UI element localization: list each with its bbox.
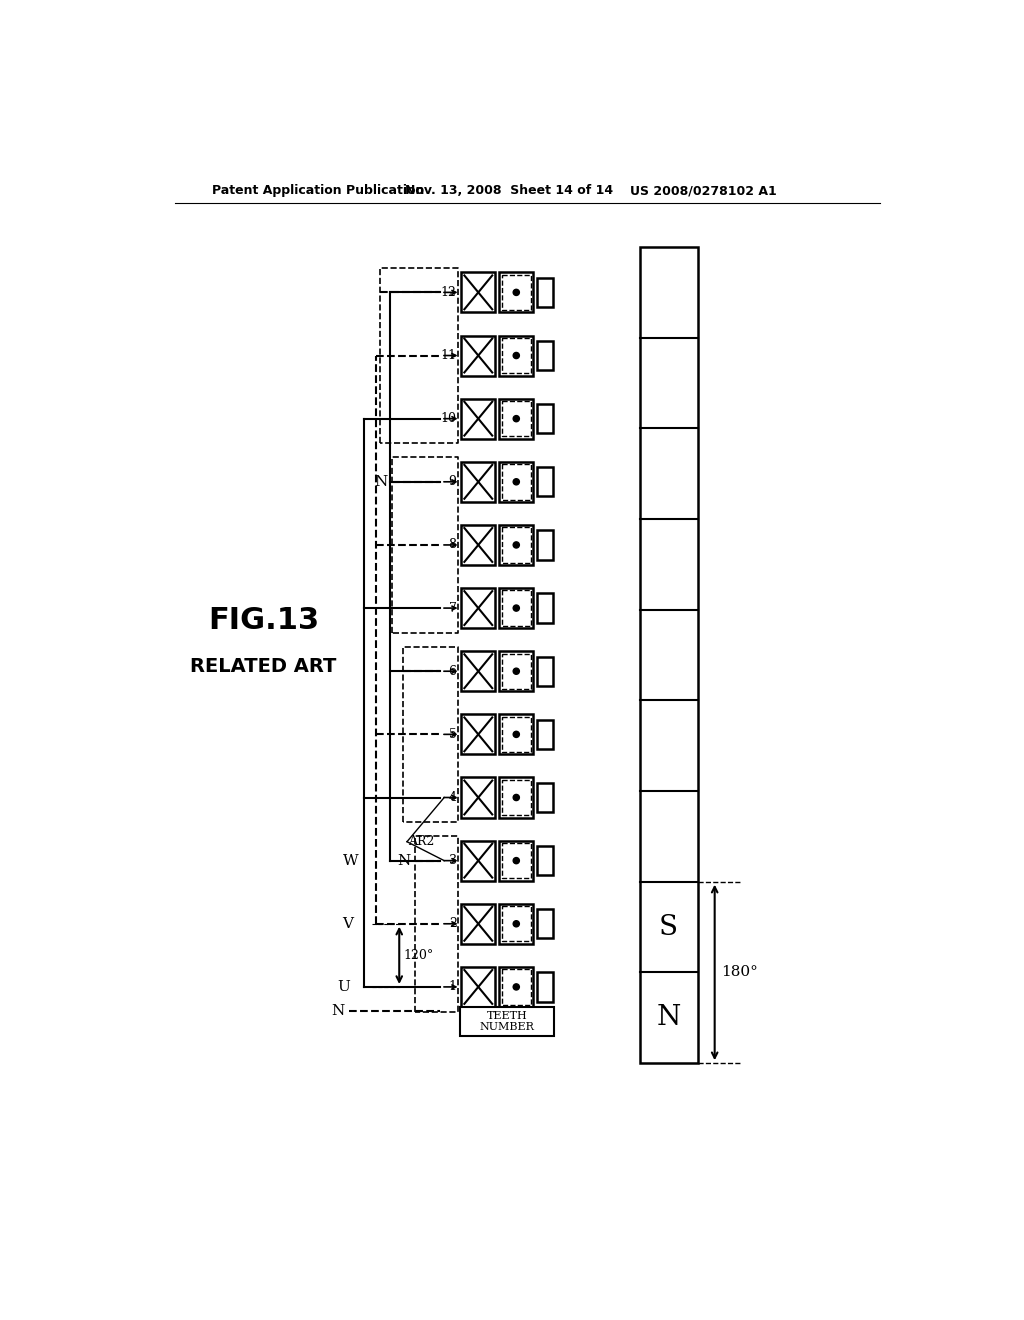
- Bar: [500, 525, 534, 565]
- Bar: [500, 966, 534, 1007]
- Bar: [502, 843, 531, 878]
- Circle shape: [513, 541, 519, 548]
- Bar: [500, 714, 534, 755]
- Text: FIG.13: FIG.13: [208, 606, 319, 635]
- Bar: [461, 589, 496, 628]
- Text: 180°: 180°: [721, 965, 758, 979]
- Bar: [500, 841, 534, 880]
- Text: S: S: [659, 913, 678, 941]
- Bar: [461, 525, 496, 565]
- Bar: [502, 969, 531, 1005]
- Text: 5: 5: [449, 727, 457, 741]
- Text: N: N: [397, 854, 411, 867]
- Bar: [461, 841, 496, 880]
- Bar: [502, 906, 531, 941]
- Bar: [461, 651, 496, 692]
- Bar: [500, 904, 534, 944]
- Text: 120°: 120°: [403, 949, 434, 962]
- Text: 10: 10: [440, 412, 457, 425]
- Bar: [500, 777, 534, 817]
- Text: 1: 1: [449, 981, 457, 994]
- Circle shape: [513, 416, 519, 422]
- Circle shape: [513, 731, 519, 738]
- Text: W: W: [343, 854, 359, 867]
- Text: 8: 8: [449, 539, 457, 552]
- Bar: [538, 719, 553, 748]
- Text: Patent Application Publication: Patent Application Publication: [212, 185, 424, 197]
- Bar: [461, 335, 496, 375]
- Text: AR2: AR2: [409, 836, 435, 849]
- Bar: [538, 973, 553, 1002]
- Bar: [502, 717, 531, 752]
- Bar: [538, 531, 553, 560]
- Bar: [502, 401, 531, 437]
- Text: TEETH
NUMBER: TEETH NUMBER: [479, 1011, 535, 1032]
- Bar: [500, 335, 534, 375]
- Bar: [538, 846, 553, 875]
- Circle shape: [513, 858, 519, 863]
- Bar: [538, 277, 553, 308]
- Bar: [538, 656, 553, 686]
- Bar: [500, 651, 534, 692]
- Bar: [500, 272, 534, 313]
- Text: V: V: [342, 917, 352, 931]
- Bar: [502, 653, 531, 689]
- Bar: [502, 338, 531, 374]
- Bar: [640, 247, 697, 1063]
- Circle shape: [513, 479, 519, 484]
- Bar: [538, 467, 553, 496]
- Text: 3: 3: [449, 854, 457, 867]
- Text: 2: 2: [449, 917, 457, 931]
- Text: RELATED ART: RELATED ART: [190, 657, 337, 676]
- Circle shape: [513, 352, 519, 359]
- Bar: [500, 399, 534, 438]
- Text: 7: 7: [449, 602, 457, 615]
- Bar: [502, 780, 531, 816]
- Bar: [461, 966, 496, 1007]
- Bar: [500, 589, 534, 628]
- Bar: [538, 341, 553, 370]
- Text: 11: 11: [440, 348, 457, 362]
- Text: U: U: [338, 979, 350, 994]
- Bar: [461, 399, 496, 438]
- Bar: [461, 777, 496, 817]
- Bar: [538, 909, 553, 939]
- Bar: [500, 462, 534, 502]
- Text: 12: 12: [440, 286, 457, 298]
- Circle shape: [513, 921, 519, 927]
- Text: N: N: [332, 1003, 345, 1018]
- Bar: [538, 404, 553, 433]
- Text: Nov. 13, 2008  Sheet 14 of 14: Nov. 13, 2008 Sheet 14 of 14: [406, 185, 613, 197]
- Bar: [502, 527, 531, 562]
- Text: 9: 9: [449, 475, 457, 488]
- Bar: [460, 1007, 554, 1036]
- Bar: [502, 275, 531, 310]
- Circle shape: [513, 605, 519, 611]
- Circle shape: [513, 668, 519, 675]
- Bar: [502, 590, 531, 626]
- Bar: [538, 594, 553, 623]
- Bar: [461, 462, 496, 502]
- Text: N: N: [375, 475, 388, 488]
- Circle shape: [513, 289, 519, 296]
- Circle shape: [513, 983, 519, 990]
- Bar: [461, 904, 496, 944]
- Bar: [538, 783, 553, 812]
- Circle shape: [513, 795, 519, 800]
- Text: 4: 4: [449, 791, 457, 804]
- Bar: [461, 272, 496, 313]
- Text: 6: 6: [449, 665, 457, 677]
- Text: N: N: [656, 1005, 681, 1031]
- Bar: [502, 465, 531, 499]
- Bar: [461, 714, 496, 755]
- Text: US 2008/0278102 A1: US 2008/0278102 A1: [630, 185, 777, 197]
